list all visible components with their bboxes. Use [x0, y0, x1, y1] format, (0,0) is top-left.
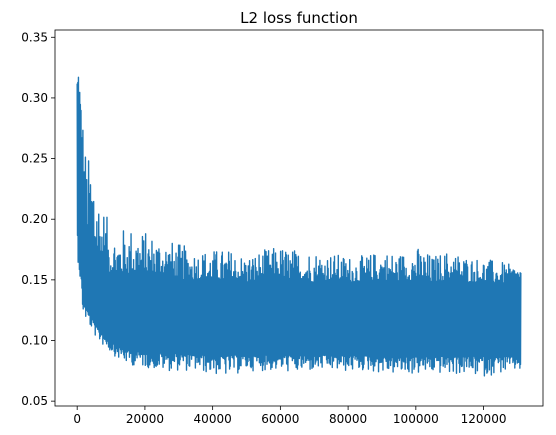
x-tick-label: 0: [73, 412, 81, 426]
y-tick-label: 0.05: [21, 394, 48, 408]
chart-title: L2 loss function: [240, 9, 358, 27]
x-tick-label: 120000: [461, 412, 507, 426]
axes: 0 20000 40000 60000 80000 100000 120000 0.05 0.1…: [21, 29, 544, 426]
x-tick-label: 40000: [194, 412, 232, 426]
loss-series-line: [76, 76, 522, 377]
y-tick-label: 0.15: [21, 273, 48, 287]
x-tick-label: 100000: [393, 412, 439, 426]
y-tick-label: 0.20: [21, 212, 48, 226]
axes-frame: [54, 29, 544, 407]
x-tick-label: 60000: [261, 412, 299, 426]
x-tick-label: 80000: [329, 412, 367, 426]
plot-area: [76, 76, 522, 377]
y-tick-label: 0.25: [21, 152, 48, 166]
y-tick-label: 0.30: [21, 91, 48, 105]
y-tick-label: 0.35: [21, 30, 48, 44]
y-tick-label: 0.10: [21, 334, 48, 348]
x-tick-label: 20000: [126, 412, 164, 426]
